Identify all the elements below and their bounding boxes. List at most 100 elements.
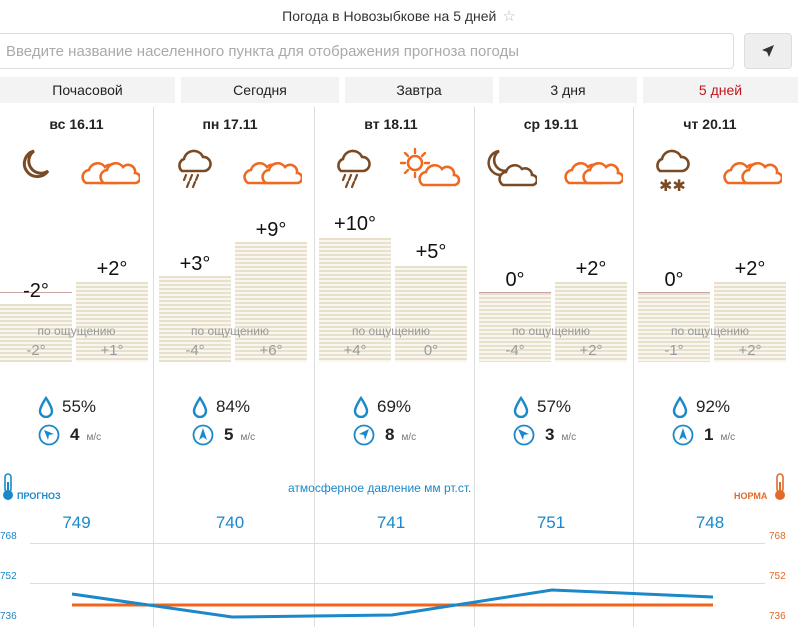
day-feels: +2° [579,342,603,359]
pressure-value: 749 [62,513,91,532]
wind-direction-icon [192,424,214,446]
day-column: ср 19.11 0° +2° по ощущению -4° +2° 57% … [474,107,627,627]
location-arrow-icon [762,45,774,57]
locate-button[interactable] [744,33,792,69]
star-icon[interactable]: ☆ [502,8,516,25]
humidity-value: 92% [696,397,731,416]
pressure-value: 740 [215,513,245,532]
scale-left-768: 768 [0,531,17,542]
sun-cloud-icon [399,147,461,187]
day-date: ср 19.11 [523,116,579,132]
wind: 5 м/с [192,424,255,446]
night-temp: 0° [505,269,525,291]
night-feels: -1° [664,342,684,359]
cloudy-icon [723,161,782,185]
wind: 8 м/с [353,424,416,446]
rain-cloud-icon [337,149,371,189]
title-text: Погода в Новозыбкове на 5 дней [282,8,497,24]
day-feels: +6° [259,342,283,359]
wind-unit: м/с [561,431,577,443]
scale-right-752: 752 [769,571,786,582]
wind-unit: м/с [720,431,736,443]
wind-unit: м/с [240,431,256,443]
day-date: чт 20.11 [683,116,737,132]
day-feels: 0° [423,342,439,359]
day-feels: +1° [100,342,124,359]
day-temp: +2° [734,258,766,280]
wind-direction-icon [353,424,375,446]
moon-icon [22,149,50,179]
night-feels: +4° [343,342,367,359]
cloudy-icon [564,161,623,185]
humidity-value: 69% [377,397,412,416]
legend-norm: НОРМА [734,491,768,501]
humidity-value: 84% [216,397,251,416]
feels-like-label: по ощущению [191,324,269,338]
thermometer-norm-icon [775,473,785,500]
period-tabs: Почасовой Сегодня Завтра 3 дня 5 дней [0,77,798,103]
page-title: Погода в Новозыбкове на 5 дней ☆ [0,0,798,32]
pressure-label: атмосферное давление мм рт.ст. [288,481,472,495]
day-column: вт 18.11 +10° +5° по ощущению +4° 0° 69%… [314,107,467,627]
humidity: 92% [672,396,730,418]
tab-5-days[interactable]: 5 дней [643,77,798,103]
tab-tomorrow[interactable]: Завтра [345,77,493,103]
scale-right-736: 736 [769,611,786,622]
night-feels: -4° [185,342,205,359]
svg-text:✱✱: ✱✱ [659,176,686,195]
day-date: вс 16.11 [49,116,104,132]
wind-speed: 8 [385,425,395,444]
scale-left-752: 752 [0,571,17,582]
wind-unit: м/с [401,431,417,443]
scale-left-736: 736 [0,611,17,622]
drop-icon [192,396,208,418]
day-column: чт 20.11 ✱✱ 0° +2° по ощущению -1° +2° 9… [633,107,786,627]
wind-speed: 5 [224,425,234,444]
night-feels: -2° [26,342,46,359]
legend-forecast: ПРОГНОЗ [17,491,61,501]
feels-like-label: по ощущению [512,324,590,338]
tab-hourly[interactable]: Почасовой [0,77,175,103]
humidity: 69% [353,396,411,418]
wind: 3 м/с [513,424,576,446]
rain-cloud-icon [178,149,212,189]
wind-unit: м/с [86,431,102,443]
snow-cloud-icon: ✱✱ [656,149,690,195]
humidity: 55% [38,396,96,418]
wind-speed: 3 [545,425,555,444]
search-input[interactable] [0,33,734,69]
scale-right-768: 768 [769,531,786,542]
humidity: 57% [513,396,571,418]
gridline [30,543,765,544]
gridline [30,583,765,584]
thermometer-forecast-icon [3,473,13,500]
feels-like-label: по ощущению [37,324,116,338]
cloudy-icon [81,161,140,185]
night-temp: -2° [23,280,49,302]
wind: 1 м/с [672,424,735,446]
tab-3-days[interactable]: 3 дня [499,77,637,103]
day-temp: +2° [96,258,128,280]
pressure-value: 751 [536,513,566,532]
drop-icon [38,396,54,418]
feels-like-label: по ощущению [671,324,749,338]
tab-today[interactable]: Сегодня [181,77,339,103]
wind: 4 м/с [38,424,101,446]
wind-direction-icon [672,424,694,446]
humidity: 84% [192,396,250,418]
moon-cloud-icon [487,149,537,187]
night-temp: +3° [179,253,211,275]
feels-like-label: по ощущению [352,324,430,338]
pressure-value: 748 [695,513,725,532]
wind-direction-icon [513,424,535,446]
day-feels: +2° [738,342,762,359]
pressure-chart [71,588,714,619]
night-temp: 0° [664,269,684,291]
wind-speed: 4 [70,425,80,444]
day-temp: +2° [575,258,607,280]
night-feels: -4° [505,342,525,359]
humidity-value: 57% [537,397,572,416]
day-column: вс 16.11 -2° +2° по ощущению -2° +1° 55%… [0,107,153,627]
day-date: пн 17.11 [202,116,258,132]
wind-direction-icon [38,424,60,446]
